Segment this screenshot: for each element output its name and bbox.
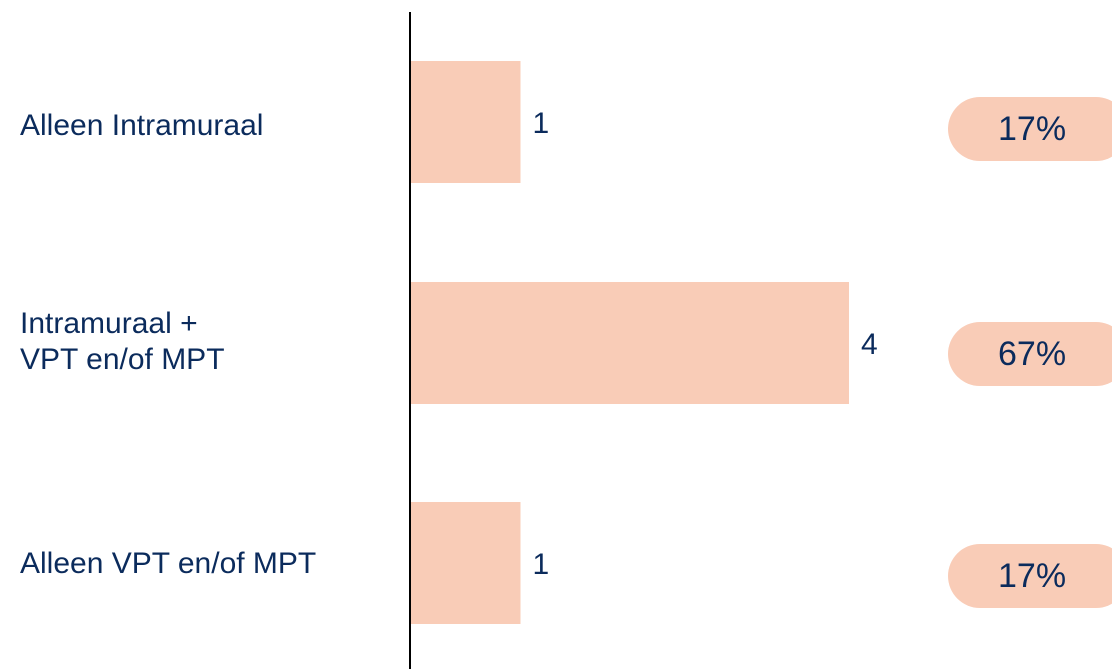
bars-group — [411, 61, 849, 624]
category-label: Alleen Intramuraal — [20, 109, 264, 142]
bar — [411, 61, 521, 183]
bar — [411, 502, 521, 624]
bar-value-label: 1 — [533, 107, 550, 140]
category-label: Alleen VPT en/of MPT — [20, 547, 317, 580]
bar-value-label: 1 — [533, 548, 550, 581]
bar — [411, 282, 849, 404]
percentage-badge: 67% — [948, 322, 1112, 386]
value-labels-group: 1 4 1 — [533, 107, 878, 581]
percentage-badge: 17% — [948, 544, 1112, 608]
bar-value-label: 4 — [861, 328, 878, 361]
category-label: Intramuraal + VPT en/of MPT — [20, 307, 225, 376]
percentage-badge: 17% — [948, 97, 1112, 161]
